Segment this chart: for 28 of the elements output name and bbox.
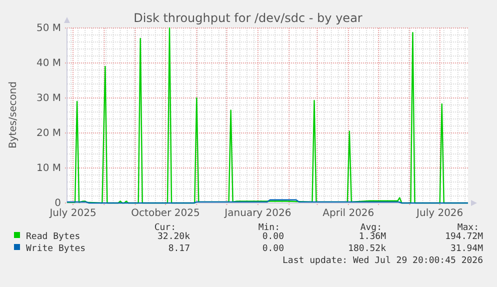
text: Cur: xyxy=(154,223,176,233)
legend-label: Write Bytes xyxy=(26,244,86,254)
y-axis-title: Bytes/second xyxy=(8,81,19,149)
x-tick-label: January 2026 xyxy=(224,208,292,220)
y-tick-label: 40 M xyxy=(36,58,61,70)
text: 32.20k xyxy=(157,232,191,242)
x-tick-label: April 2026 xyxy=(322,208,374,220)
text: 0.00 xyxy=(262,244,284,254)
text: 8.17 xyxy=(168,244,190,254)
chart-title: Disk throughput for /dev/sdc - by year xyxy=(134,11,362,25)
text: 180.52k xyxy=(348,244,387,254)
text: Max: xyxy=(457,223,479,233)
y-tick-label: 0 xyxy=(54,198,61,210)
text: 194.72M xyxy=(445,232,484,242)
text: Avg: xyxy=(360,223,382,233)
x-tick-label: July 2026 xyxy=(416,208,464,220)
x-tick-label: October 2025 xyxy=(131,208,200,220)
y-tick-label: 30 M xyxy=(36,93,61,104)
x-tick-label: July 2025 xyxy=(48,208,96,220)
text: 0.00 xyxy=(262,232,284,242)
text: Min: xyxy=(258,223,280,233)
text: Last update: Wed Jul 29 20:00:45 2026 xyxy=(282,256,483,266)
y-tick-label: 50 M xyxy=(36,23,61,34)
text: 31.94M xyxy=(450,244,484,254)
y-tick-label: 20 M xyxy=(36,128,61,140)
text: 1.36M xyxy=(358,232,387,242)
legend-label: Read Bytes xyxy=(26,232,80,242)
y-tick-label: 10 M xyxy=(36,163,61,174)
